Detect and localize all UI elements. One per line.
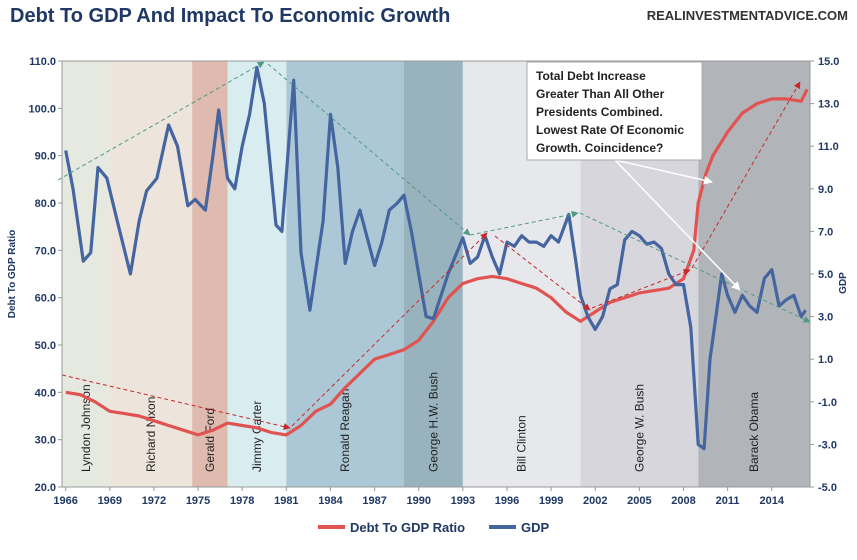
y2-tick-label: 11.0 (818, 141, 839, 153)
president-label: Gerald Ford (203, 408, 217, 472)
source: REALINVESTMENTADVICE.COM (647, 8, 848, 23)
president-band (404, 61, 463, 487)
president-label: Barack Obama (747, 392, 761, 472)
trend-line (291, 232, 488, 427)
president-label: George H.W. Bush (426, 372, 440, 472)
trend-line (267, 63, 471, 236)
president-label: Jimmy Carter (250, 401, 264, 472)
x-tick-label: 1969 (98, 495, 122, 507)
president-band (62, 61, 110, 487)
y2-tick-label: 15.0 (818, 56, 839, 68)
annotation: Total Debt Increase Greater Than All Othe… (526, 61, 741, 291)
y2-tick-label: 7.0 (818, 226, 833, 238)
chart-title: Debt To GDP And Impact To Economic Growt… (10, 5, 450, 27)
x-tick-label: 1996 (495, 495, 519, 507)
callout-line (614, 159, 741, 291)
y-tick-label: 80.0 (35, 198, 56, 210)
x-tick-label: 2005 (627, 495, 651, 507)
legend: Debt To GDP Ratio GDP (318, 520, 550, 535)
series-line (64, 65, 807, 451)
x-tick-label: 1993 (451, 495, 475, 507)
y2-tick-label: 5.0 (818, 269, 833, 281)
annotation-text: Greater Than All Other (536, 87, 665, 101)
trend-line (579, 212, 811, 323)
annotation-text: Lowest Rate Of Economic (536, 123, 684, 137)
x-tick-label: 1984 (318, 495, 343, 507)
callout-line (614, 159, 713, 185)
legend-label: GDP (521, 520, 550, 535)
y2-tick-label: 9.0 (818, 184, 833, 196)
trend-line (469, 210, 579, 236)
y-tick-label: 30.0 (35, 435, 56, 447)
x-tick-label: 1987 (362, 495, 386, 507)
series-line (65, 88, 809, 437)
president-band (286, 61, 405, 487)
grid: 20.0 30.0 40.0 50.0 60.0 70.0 80.0 90.0 100.0 110… (28, 56, 839, 507)
trend-line (591, 269, 691, 309)
x-tick-label: 1978 (230, 495, 254, 507)
president-label: George W. Bush (632, 384, 646, 472)
president-label: Lyndon Johnson (79, 384, 93, 472)
x-tick-label: 1975 (186, 495, 210, 507)
x-tick-label: 1990 (406, 495, 430, 507)
y2-axis-title: GDP (838, 272, 849, 294)
annotation-text: Total Debt Increase (536, 69, 646, 83)
x-tick-label: 2014 (760, 495, 785, 507)
x-tick-label: 2002 (583, 495, 607, 507)
y-tick-label: 70.0 (35, 245, 56, 257)
x-tick-label: 1972 (142, 495, 166, 507)
x-tick-label: 2008 (671, 495, 695, 507)
y2-tick-label: 3.0 (818, 312, 833, 324)
y-tick-label: 40.0 (35, 387, 56, 399)
legend-label: Debt To GDP Ratio (350, 520, 465, 535)
x-tick-label: 2011 (716, 495, 740, 507)
y2-tick-label: 1.0 (818, 354, 833, 366)
series (64, 65, 809, 451)
trend-line (691, 81, 801, 269)
y-tick-label: 110.0 (29, 56, 56, 68)
y2-tick-label: -5.0 (818, 482, 837, 494)
president-label: Bill Clinton (515, 415, 529, 472)
y-tick-label: 50.0 (35, 340, 56, 352)
trend-arrows (57, 61, 811, 430)
president-band (109, 61, 193, 487)
y-tick-label: 20.0 (35, 482, 56, 494)
plot-frame (61, 60, 811, 488)
annotation-text: Growth. Coincidence? (536, 141, 663, 155)
trend-line (57, 61, 265, 181)
president-label: Ronald Reagan (338, 389, 352, 472)
president-band (227, 61, 287, 487)
y-tick-label: 60.0 (35, 293, 56, 305)
x-tick-label: 1999 (539, 495, 563, 507)
y2-tick-label: -3.0 (818, 439, 837, 451)
y2-tick-label: 13.0 (818, 99, 839, 111)
y-axis-title: Debt To GDP Ratio (7, 230, 18, 319)
trend-line (494, 235, 591, 311)
y-tick-label: 100.0 (28, 103, 56, 115)
annotation-text: Presidents Combined. (536, 105, 663, 119)
annotation-box (526, 61, 703, 161)
y-tick-label: 90.0 (35, 151, 56, 163)
x-tick-label: 1966 (53, 495, 77, 507)
president-band (698, 61, 810, 487)
y2-tick-label: -1.0 (818, 397, 837, 409)
president-label: Richard Nixon (144, 397, 158, 472)
x-tick-label: 1981 (274, 495, 298, 507)
